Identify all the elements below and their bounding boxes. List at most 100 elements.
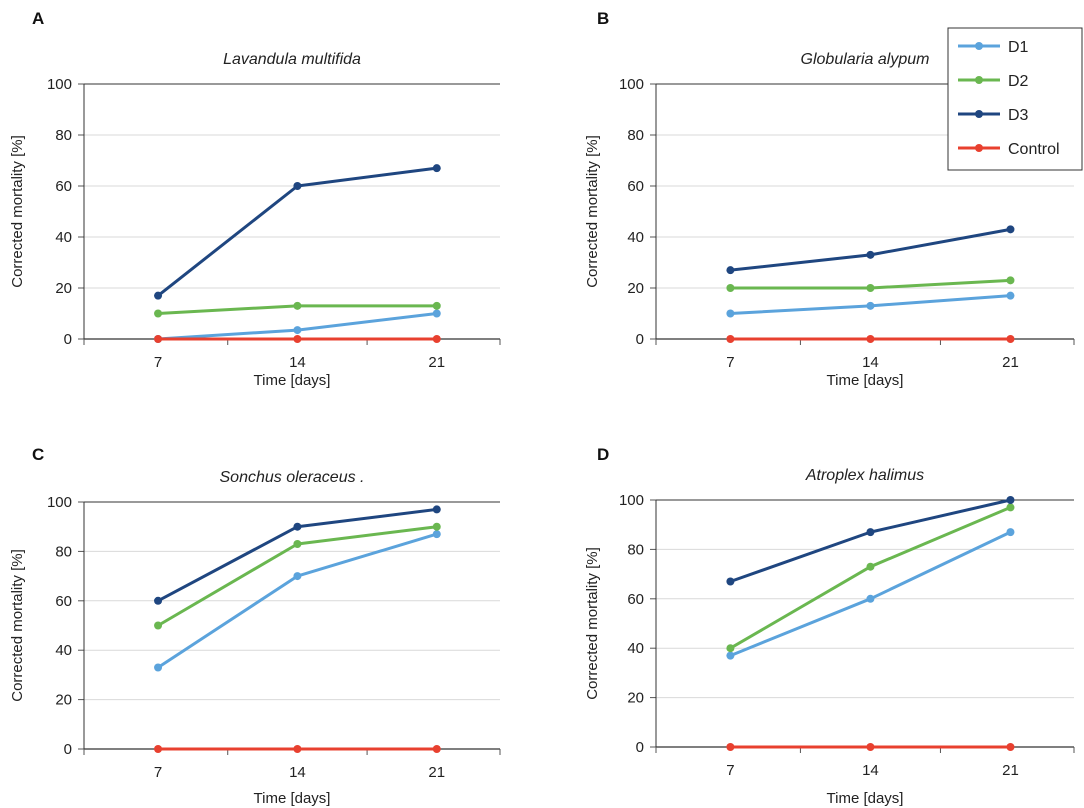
legend-swatch-marker (975, 42, 983, 50)
data-point (154, 663, 163, 672)
data-point (866, 594, 875, 603)
series-d3 (726, 225, 1015, 275)
x-tick-label: 14 (862, 354, 879, 371)
y-tick-label: 100 (619, 76, 644, 93)
series-control (726, 743, 1015, 751)
y-tick-label: 40 (627, 229, 644, 246)
series-control (154, 745, 441, 753)
y-tick-label: 20 (627, 280, 644, 297)
x-tick-label: 21 (428, 354, 445, 371)
y-tick-label: 40 (55, 642, 72, 659)
x-axis-label: Time [days] (827, 790, 904, 807)
data-point (866, 528, 875, 537)
data-point (432, 530, 441, 539)
legend-item-d2: D2 (958, 73, 1029, 90)
y-tick-label: 100 (619, 492, 644, 509)
series-d1 (726, 291, 1015, 318)
legend-item-d3: D3 (958, 107, 1029, 124)
data-point (432, 335, 441, 343)
data-point (866, 301, 875, 310)
data-point (1006, 503, 1015, 512)
legend-swatch-marker (975, 144, 983, 152)
x-tick-label: 21 (1002, 762, 1019, 779)
data-point (154, 596, 163, 605)
data-point (866, 250, 875, 259)
data-point (726, 335, 735, 343)
y-tick-label: 0 (636, 331, 644, 348)
panel-letter: C (32, 445, 44, 464)
series-d2 (726, 276, 1015, 292)
x-axis-label: Time [days] (254, 790, 331, 807)
data-point (432, 309, 441, 318)
data-point (293, 539, 302, 548)
chart-title: Sonchus oleraceus . (220, 469, 365, 486)
y-tick-label: 40 (627, 640, 644, 657)
y-tick-label: 60 (627, 178, 644, 195)
x-tick-label: 7 (726, 354, 734, 371)
data-point (1006, 225, 1015, 234)
data-point (726, 644, 735, 653)
y-axis-label: Corrected mortality [%] (584, 135, 601, 288)
y-tick-label: 20 (55, 280, 72, 297)
x-tick-label: 7 (726, 762, 734, 779)
legend-box (947, 27, 1083, 171)
chart-panel-a: A Lavandula multifida 0 20 40 60 80 100 7 14 21 Tim… (9, 9, 501, 389)
y-tick-label: 20 (627, 690, 644, 707)
legend-label: Control (1008, 141, 1060, 158)
x-tick-label: 14 (862, 762, 879, 779)
data-point (726, 284, 735, 292)
series-line-d3 (730, 227, 1011, 272)
data-point (1006, 496, 1015, 504)
series-line-d1 (729, 530, 1012, 657)
data-point (866, 335, 875, 343)
data-point (154, 309, 163, 318)
data-point (432, 522, 441, 531)
series-d1 (154, 530, 441, 672)
data-point (1006, 528, 1015, 537)
legend-label: D2 (1008, 73, 1029, 90)
legend-item-d1: D1 (958, 39, 1029, 56)
data-point (866, 562, 875, 571)
y-tick-label: 80 (627, 541, 644, 558)
y-tick-label: 100 (47, 76, 72, 93)
data-point (1006, 335, 1015, 343)
data-point (866, 284, 875, 292)
y-tick-label: 0 (636, 739, 644, 756)
legend-label: D1 (1008, 39, 1029, 56)
legend-swatch-marker (975, 110, 983, 118)
series-d3 (154, 164, 441, 300)
y-tick-label: 80 (627, 127, 644, 144)
panel-letter: B (597, 9, 609, 28)
data-point (726, 577, 735, 586)
data-point (1006, 276, 1015, 285)
y-tick-label: 60 (55, 593, 72, 610)
x-tick-label: 21 (428, 764, 445, 781)
chart-title: Atroplex halimus (805, 467, 924, 484)
y-tick-label: 80 (55, 543, 72, 560)
x-tick-label: 7 (154, 354, 162, 371)
y-axis-label: Corrected mortality [%] (584, 547, 601, 700)
y-tick-label: 0 (64, 741, 72, 758)
data-point (293, 182, 302, 190)
y-tick-label: 80 (55, 127, 72, 144)
series-d2 (726, 503, 1015, 653)
chart-title: Lavandula multifida (223, 51, 361, 68)
data-point (432, 164, 441, 173)
y-tick-label: 20 (55, 692, 72, 709)
data-point (726, 743, 735, 751)
legend: D1 D2 D3 Control (947, 27, 1083, 171)
legend-item-control: Control (958, 141, 1060, 158)
y-tick-label: 60 (627, 591, 644, 608)
series-d2 (154, 301, 441, 318)
data-point (293, 745, 302, 753)
data-point (432, 745, 441, 753)
chart-panel-d: D Atroplex halimus 0 20 40 60 80 100 7 14 21 Time [… (584, 445, 1075, 807)
y-tick-label: 0 (64, 331, 72, 348)
y-axis-label: Corrected mortality [%] (9, 135, 26, 288)
legend-label: D3 (1008, 107, 1029, 124)
data-point (726, 266, 735, 275)
data-point (154, 745, 163, 753)
data-point (293, 522, 302, 531)
data-point (293, 572, 302, 581)
